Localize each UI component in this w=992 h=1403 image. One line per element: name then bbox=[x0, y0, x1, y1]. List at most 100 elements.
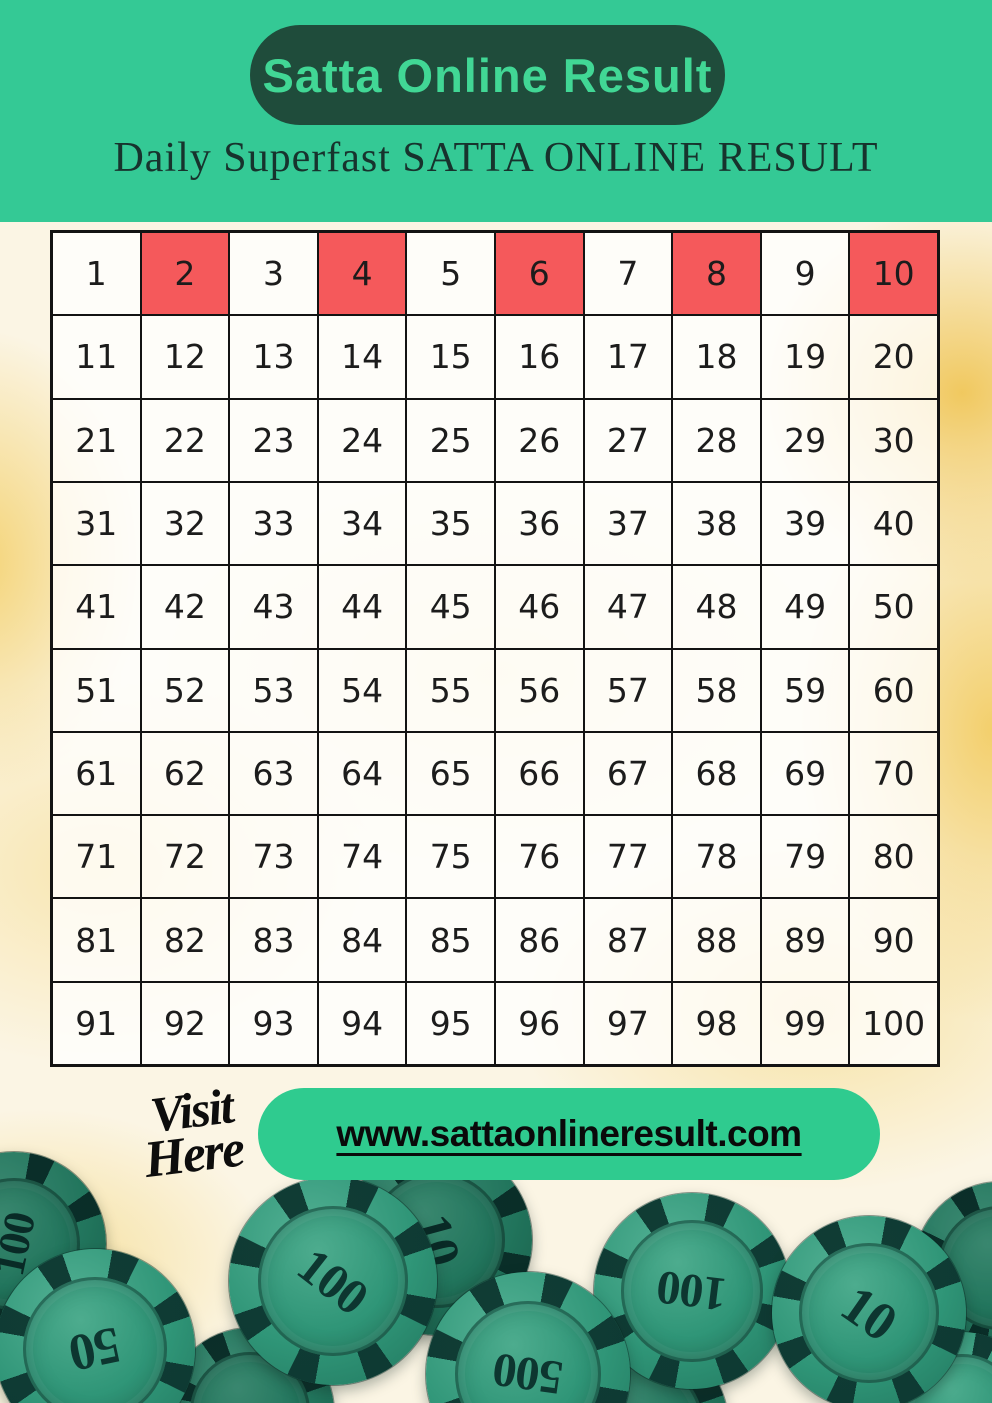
grid-cell-7: 7 bbox=[583, 232, 673, 316]
grid-cell-2: 2 bbox=[140, 232, 230, 316]
website-link-pill[interactable]: www.sattaonlineresult.com bbox=[258, 1088, 880, 1180]
grid-cell-17: 17 bbox=[583, 315, 673, 399]
grid-cell-78: 78 bbox=[672, 815, 761, 899]
grid-cell-86: 86 bbox=[494, 898, 584, 982]
chip-inner-circle bbox=[23, 1277, 167, 1403]
grid-cell-6: 6 bbox=[494, 232, 584, 316]
grid-cell-53: 53 bbox=[229, 648, 318, 732]
poker-chip-10: 10 bbox=[772, 1216, 966, 1403]
grid-cell-1: 1 bbox=[52, 232, 141, 316]
grid-cell-88: 88 bbox=[672, 898, 761, 982]
grid-cell-80: 80 bbox=[849, 815, 938, 899]
grid-cell-15: 15 bbox=[406, 315, 495, 399]
grid-cell-61: 61 bbox=[52, 731, 141, 816]
chip-inner-circle bbox=[799, 1243, 939, 1383]
grid-cell-13: 13 bbox=[229, 315, 318, 399]
grid-cell-82: 82 bbox=[140, 898, 230, 982]
grid-cell-75: 75 bbox=[406, 815, 495, 899]
grid-cell-79: 79 bbox=[760, 815, 850, 899]
grid-cell-72: 72 bbox=[140, 815, 230, 899]
grid-cell-37: 37 bbox=[583, 481, 673, 566]
poker-chip-100: 100 bbox=[229, 1177, 437, 1385]
grid-cell-69: 69 bbox=[760, 731, 850, 816]
grid-cell-65: 65 bbox=[406, 731, 495, 816]
grid-cell-3: 3 bbox=[229, 232, 318, 316]
grid-cell-73: 73 bbox=[229, 815, 318, 899]
grid-cell-100: 100 bbox=[849, 981, 938, 1065]
page-subtitle: Daily Superfast SATTA ONLINE RESULT bbox=[113, 135, 879, 181]
grid-cell-46: 46 bbox=[494, 565, 584, 649]
grid-cell-45: 45 bbox=[406, 565, 495, 649]
grid-cell-99: 99 bbox=[760, 981, 850, 1065]
header-band: Satta Online Result Daily Superfast SATT… bbox=[0, 0, 992, 222]
grid-cell-54: 54 bbox=[317, 648, 407, 732]
grid-cell-58: 58 bbox=[672, 648, 761, 732]
grid-cell-97: 97 bbox=[583, 981, 673, 1065]
grid-cell-42: 42 bbox=[140, 565, 230, 649]
website-url[interactable]: www.sattaonlineresult.com bbox=[336, 1113, 802, 1154]
grid-cell-47: 47 bbox=[583, 565, 673, 649]
grid-cell-16: 16 bbox=[494, 315, 584, 399]
grid-cell-11: 11 bbox=[52, 315, 141, 399]
grid-cell-96: 96 bbox=[494, 981, 584, 1065]
grid-cell-14: 14 bbox=[317, 315, 407, 399]
grid-cell-76: 76 bbox=[494, 815, 584, 899]
grid-cell-50: 50 bbox=[849, 565, 938, 649]
grid-cell-68: 68 bbox=[672, 731, 761, 816]
grid-cell-28: 28 bbox=[672, 398, 761, 482]
poker-chip-500: 500 bbox=[426, 1272, 630, 1403]
grid-cell-22: 22 bbox=[140, 398, 230, 482]
grid-cell-26: 26 bbox=[494, 398, 584, 482]
grid-cell-77: 77 bbox=[583, 815, 673, 899]
grid-cell-31: 31 bbox=[52, 481, 141, 566]
grid-cell-64: 64 bbox=[317, 731, 407, 816]
grid-cell-9: 9 bbox=[760, 232, 850, 316]
grid-cell-23: 23 bbox=[229, 398, 318, 482]
grid-cell-59: 59 bbox=[760, 648, 850, 732]
poker-chip-100: 100 bbox=[0, 1152, 106, 1336]
number-grid: 1 2 3 4 5 6 7 8 9 10 11 12 13 14 15 16 17 18 19 20 21 22 23 24 2… bbox=[50, 230, 940, 1067]
grid-cell-62: 62 bbox=[140, 731, 230, 816]
grid-cell-71: 71 bbox=[52, 815, 141, 899]
grid-cell-24: 24 bbox=[317, 398, 407, 482]
title-pill: Satta Online Result bbox=[250, 25, 725, 125]
grid-cell-5: 5 bbox=[406, 232, 495, 316]
grid-cell-51: 51 bbox=[52, 648, 141, 732]
grid-cell-44: 44 bbox=[317, 565, 407, 649]
grid-cell-90: 90 bbox=[849, 898, 938, 982]
grid-cell-52: 52 bbox=[140, 648, 230, 732]
grid-cell-35: 35 bbox=[406, 481, 495, 566]
grid-cell-49: 49 bbox=[760, 565, 850, 649]
poker-chip-50: 50 bbox=[0, 1249, 195, 1403]
grid-cell-32: 32 bbox=[140, 481, 230, 566]
chip-inner-circle bbox=[258, 1206, 408, 1356]
grid-cell-56: 56 bbox=[494, 648, 584, 732]
grid-cell-55: 55 bbox=[406, 648, 495, 732]
grid-cell-83: 83 bbox=[229, 898, 318, 982]
grid-cell-91: 91 bbox=[52, 981, 141, 1065]
grid-cell-84: 84 bbox=[317, 898, 407, 982]
grid-cell-33: 33 bbox=[229, 481, 318, 566]
grid-cell-10: 10 bbox=[849, 232, 938, 316]
grid-cell-38: 38 bbox=[672, 481, 761, 566]
grid-cell-18: 18 bbox=[672, 315, 761, 399]
grid-cell-95: 95 bbox=[406, 981, 495, 1065]
grid-cell-25: 25 bbox=[406, 398, 495, 482]
grid-cell-20: 20 bbox=[849, 315, 938, 399]
grid-cell-19: 19 bbox=[760, 315, 850, 399]
grid-cell-43: 43 bbox=[229, 565, 318, 649]
grid-cell-60: 60 bbox=[849, 648, 938, 732]
grid-cell-81: 81 bbox=[52, 898, 141, 982]
grid-cell-34: 34 bbox=[317, 481, 407, 566]
grid-cell-48: 48 bbox=[672, 565, 761, 649]
grid-cell-89: 89 bbox=[760, 898, 850, 982]
visit-here-script: Visit Here bbox=[111, 1077, 277, 1189]
grid-cell-12: 12 bbox=[140, 315, 230, 399]
grid-cell-70: 70 bbox=[849, 731, 938, 816]
grid-cell-98: 98 bbox=[672, 981, 761, 1065]
grid-cell-29: 29 bbox=[760, 398, 850, 482]
grid-cell-41: 41 bbox=[52, 565, 141, 649]
grid-cell-67: 67 bbox=[583, 731, 673, 816]
